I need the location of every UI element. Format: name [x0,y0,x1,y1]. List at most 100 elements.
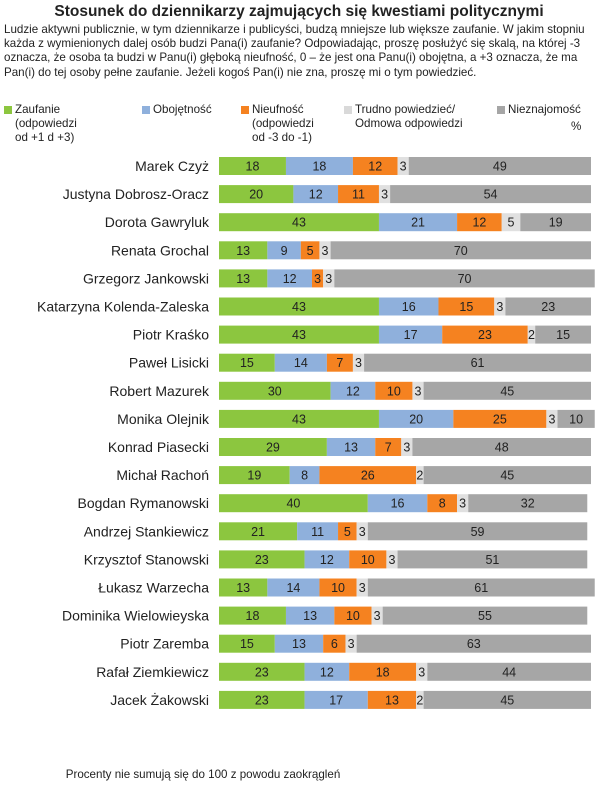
data-label-rafal-ziemkiewicz-s0: 23 [255,665,269,679]
bar-segment-dorota-gawryluk-s4 [520,213,591,232]
bar-segment-andrzej-stankiewicz-s3 [356,522,368,541]
data-label-rafal-ziemkiewicz-s4: 44 [502,665,516,679]
data-label-marek-czyz-s4: 49 [493,160,507,174]
bar-segment-justyna-dobrosz-oracz-s1 [293,185,339,204]
data-label-konrad-piasecki-s3: 3 [403,441,410,455]
bar-segment-krzysztof-stanowski-s2 [349,550,387,569]
data-label-robert-mazurek-s3: 3 [415,384,422,398]
data-label-justyna-dobrosz-oracz-s0: 20 [249,188,263,202]
bar-segment-robert-mazurek-s0 [219,381,331,400]
bar-segment-dominika-wielowieyska-s3 [371,606,383,625]
bar-segment-piotr-krasko-s2 [442,325,528,344]
category-label-grzegorz-jankowski: Grzegorz Jankowski [83,270,209,286]
data-label-jacek-zakowski-s1: 17 [329,693,343,707]
data-label-rafal-ziemkiewicz-s3: 3 [418,665,425,679]
data-label-bogdan-rymanowski-s1: 16 [391,497,405,511]
bar-segment-justyna-dobrosz-oracz-s4 [390,185,591,204]
data-label-michal-rachon-s3: 2 [416,469,423,483]
data-label-katarzyna-kolenda-zaleska-s3: 3 [496,300,503,314]
bar-segment-marek-czyz-s0 [219,157,286,175]
category-label-andrzej-stankiewicz: Andrzej Stankiewicz [84,523,209,539]
category-label-lukasz-warzecha: Łukasz Warzecha [98,580,209,596]
legend-label-trudno-powiedziec: Trudno powiedzieć/ Odmowa odpowiedzi [355,103,463,131]
bar-segment-katarzyna-kolenda-zaleska-s0 [219,297,379,316]
category-label-jacek-zakowski: Jacek Żakowski [110,691,209,708]
bar-segment-krzysztof-stanowski-s0 [219,550,305,569]
category-label-rafal-ziemkiewicz: Rafał Ziemkiewicz [96,664,209,680]
bar-segment-lukasz-warzecha-s1 [267,578,320,597]
bar-segment-renata-grochal-s1 [267,241,301,260]
category-label-krzysztof-stanowski: Krzysztof Stanowski [84,551,209,567]
data-label-justyna-dobrosz-oracz-s1: 12 [309,188,323,202]
bar-segment-marek-czyz-s1 [285,157,353,175]
data-label-grzegorz-jankowski-s2: 3 [314,272,321,286]
bar-segment-lukasz-warzecha-s3 [356,578,368,597]
bar-segment-rafal-ziemkiewicz-s0 [219,662,305,681]
data-label-dominika-wielowieyska-s4: 55 [478,609,492,623]
survey-question: Ludzie aktywni publicznie, w tym dzienni… [4,23,585,79]
bar-segment-dorota-gawryluk-s0 [219,213,379,232]
data-label-dominika-wielowieyska-s2: 10 [346,609,360,623]
bar-segment-krzysztof-stanowski-s4 [397,550,588,569]
bar-segment-konrad-piasecki-s2 [375,438,402,456]
bar-segment-robert-mazurek-s3 [412,381,424,400]
unit-label: % [571,120,582,133]
category-label-robert-mazurek: Robert Mazurek [109,383,210,399]
legend-swatch-nieufnosc [241,106,249,114]
data-label-pawel-lisicki-s3: 3 [355,356,362,370]
data-label-rafal-ziemkiewicz-s1: 12 [320,665,334,679]
category-label-bogdan-rymanowski: Bogdan Rymanowski [77,495,209,511]
legend-label-zaufanie: Zaufanie (odpowiedzi od +1 d +3) [15,103,77,145]
data-label-jacek-zakowski-s2: 13 [385,693,399,707]
bar-segment-konrad-piasecki-s3 [401,438,413,456]
bar-segment-monika-olejnik-s0 [219,409,379,428]
legend-label-obojetnosc: Obojętność [153,103,212,116]
data-label-robert-mazurek-s4: 45 [500,384,514,398]
category-label-pawel-lisicki: Paweł Lisicki [129,355,209,371]
data-label-renata-grochal-s0: 13 [236,244,250,258]
data-label-piotr-krasko-s2: 23 [478,328,492,342]
bar-segment-jacek-zakowski-s1 [304,690,368,709]
data-label-bogdan-rymanowski-s3: 3 [459,497,466,511]
data-label-marek-czyz-s2: 12 [368,160,382,174]
bar-segment-monika-olejnik-s4 [557,409,595,428]
data-label-pawel-lisicki-s1: 14 [294,356,308,370]
data-label-dorota-gawryluk-s3: 5 [508,216,515,230]
bar-segment-grzegorz-jankowski-s3 [323,269,335,288]
data-label-piotr-zaremba-s2: 6 [331,637,338,651]
bar-segment-rafal-ziemkiewicz-s4 [427,662,591,681]
bar-segment-renata-grochal-s2 [300,241,320,260]
bar-segment-lukasz-warzecha-s0 [219,578,268,597]
data-label-grzegorz-jankowski-s0: 13 [236,272,250,286]
footnote: Procenty nie sumują się do 100 z powodu … [65,768,341,781]
bar-segment-justyna-dobrosz-oracz-s3 [378,185,391,204]
data-label-dorota-gawryluk-s0: 43 [292,216,306,230]
legend-label-nieufnosc: Nieufność (odpowiedzi od -3 do -1) [252,103,314,145]
bar-segment-justyna-dobrosz-oracz-s2 [338,185,379,204]
bar-segment-andrzej-stankiewicz-s0 [219,522,298,541]
bar-segment-robert-mazurek-s2 [375,381,413,400]
bar-segment-piotr-zaremba-s0 [219,634,275,653]
bar-segment-bogdan-rymanowski-s2 [427,494,458,513]
bar-segment-michal-rachon-s1 [289,466,320,485]
data-label-piotr-zaremba-s1: 13 [292,637,306,651]
bar-segment-bogdan-rymanowski-s0 [219,494,368,513]
data-label-marek-czyz-s1: 18 [312,160,326,174]
bar-segment-lukasz-warzecha-s2 [319,578,357,597]
data-label-piotr-krasko-s1: 17 [404,328,418,342]
chart-title: Stosunek do dziennikarzy zajmujących się… [54,3,544,20]
data-label-konrad-piasecki-s0: 29 [266,441,280,455]
data-label-monika-olejnik-s3: 3 [548,412,555,426]
bar-segment-konrad-piasecki-s1 [326,438,376,456]
data-label-andrzej-stankiewicz-s0: 21 [251,525,265,539]
data-label-krzysztof-stanowski-s3: 3 [389,553,396,567]
data-label-jacek-zakowski-s3: 2 [416,693,423,707]
category-label-renata-grochal: Renata Grochal [111,242,209,258]
data-label-pawel-lisicki-s2: 7 [336,356,343,370]
data-label-grzegorz-jankowski-s1: 12 [283,272,297,286]
category-label-justyna-dobrosz-oracz: Justyna Dobrosz-Oracz [63,186,209,202]
data-label-pawel-lisicki-s0: 15 [240,356,254,370]
bar-segment-dorota-gawryluk-s1 [378,213,458,232]
data-label-michal-rachon-s1: 8 [301,469,308,483]
data-label-konrad-piasecki-s1: 13 [344,441,358,455]
